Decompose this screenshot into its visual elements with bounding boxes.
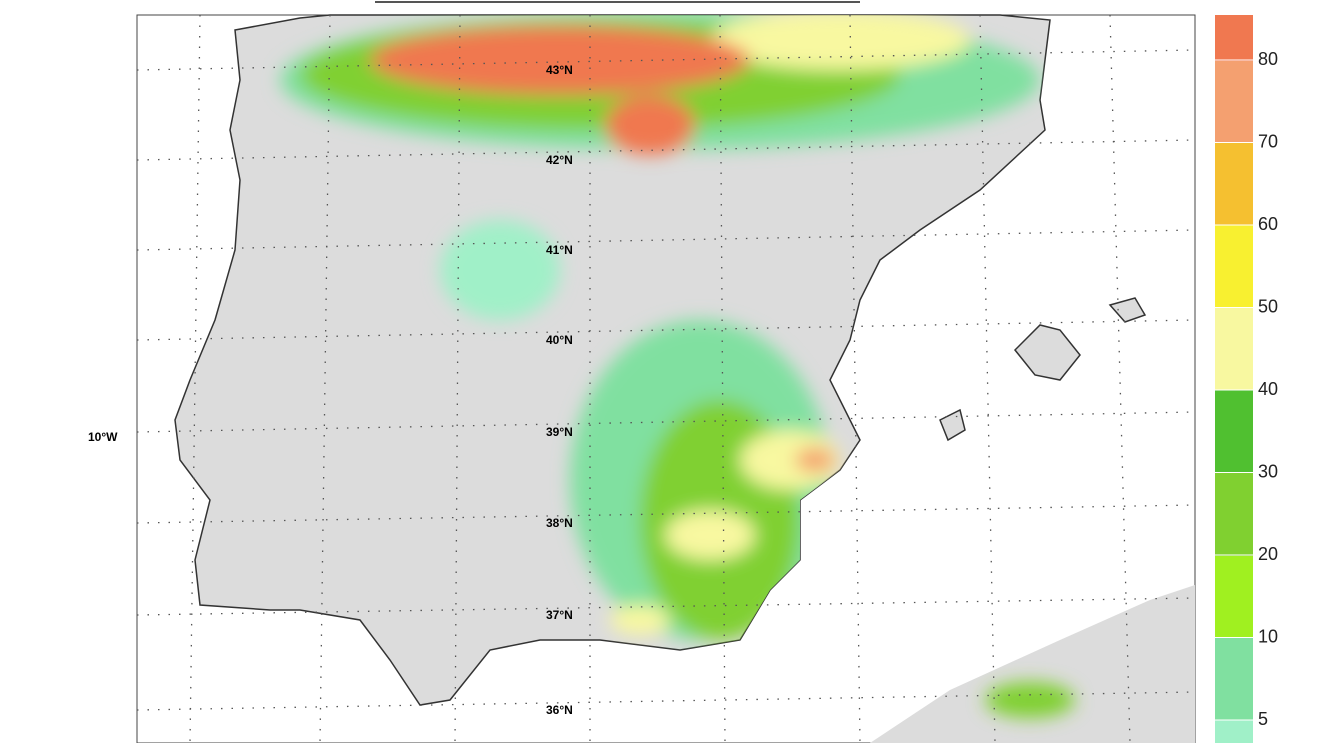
lat-label: 39°N: [546, 425, 573, 439]
land: [174, 14, 1195, 743]
legend-label: 5: [1258, 709, 1268, 729]
lat-label: 42°N: [546, 153, 573, 167]
lat-label: 38°N: [546, 516, 573, 530]
legend-label: 80: [1258, 49, 1278, 69]
legend-label: 10: [1258, 626, 1278, 646]
legend-label: 30: [1258, 461, 1278, 481]
legend-label: 60: [1258, 214, 1278, 234]
lat-label: 36°N: [546, 703, 573, 717]
lat-label: 37°N: [546, 608, 573, 622]
lat-label: 43°N: [546, 63, 573, 77]
lat-label: 41°N: [546, 243, 573, 257]
precip-field: [280, 15, 1075, 718]
legend-label: 50: [1258, 296, 1278, 316]
colorbar: [1215, 15, 1253, 743]
legend-label: 40: [1258, 379, 1278, 399]
lat-label: 40°N: [546, 333, 573, 347]
legend-label: 70: [1258, 131, 1278, 151]
lon-label: 10°W: [88, 430, 118, 444]
legend-label: 20: [1258, 544, 1278, 564]
